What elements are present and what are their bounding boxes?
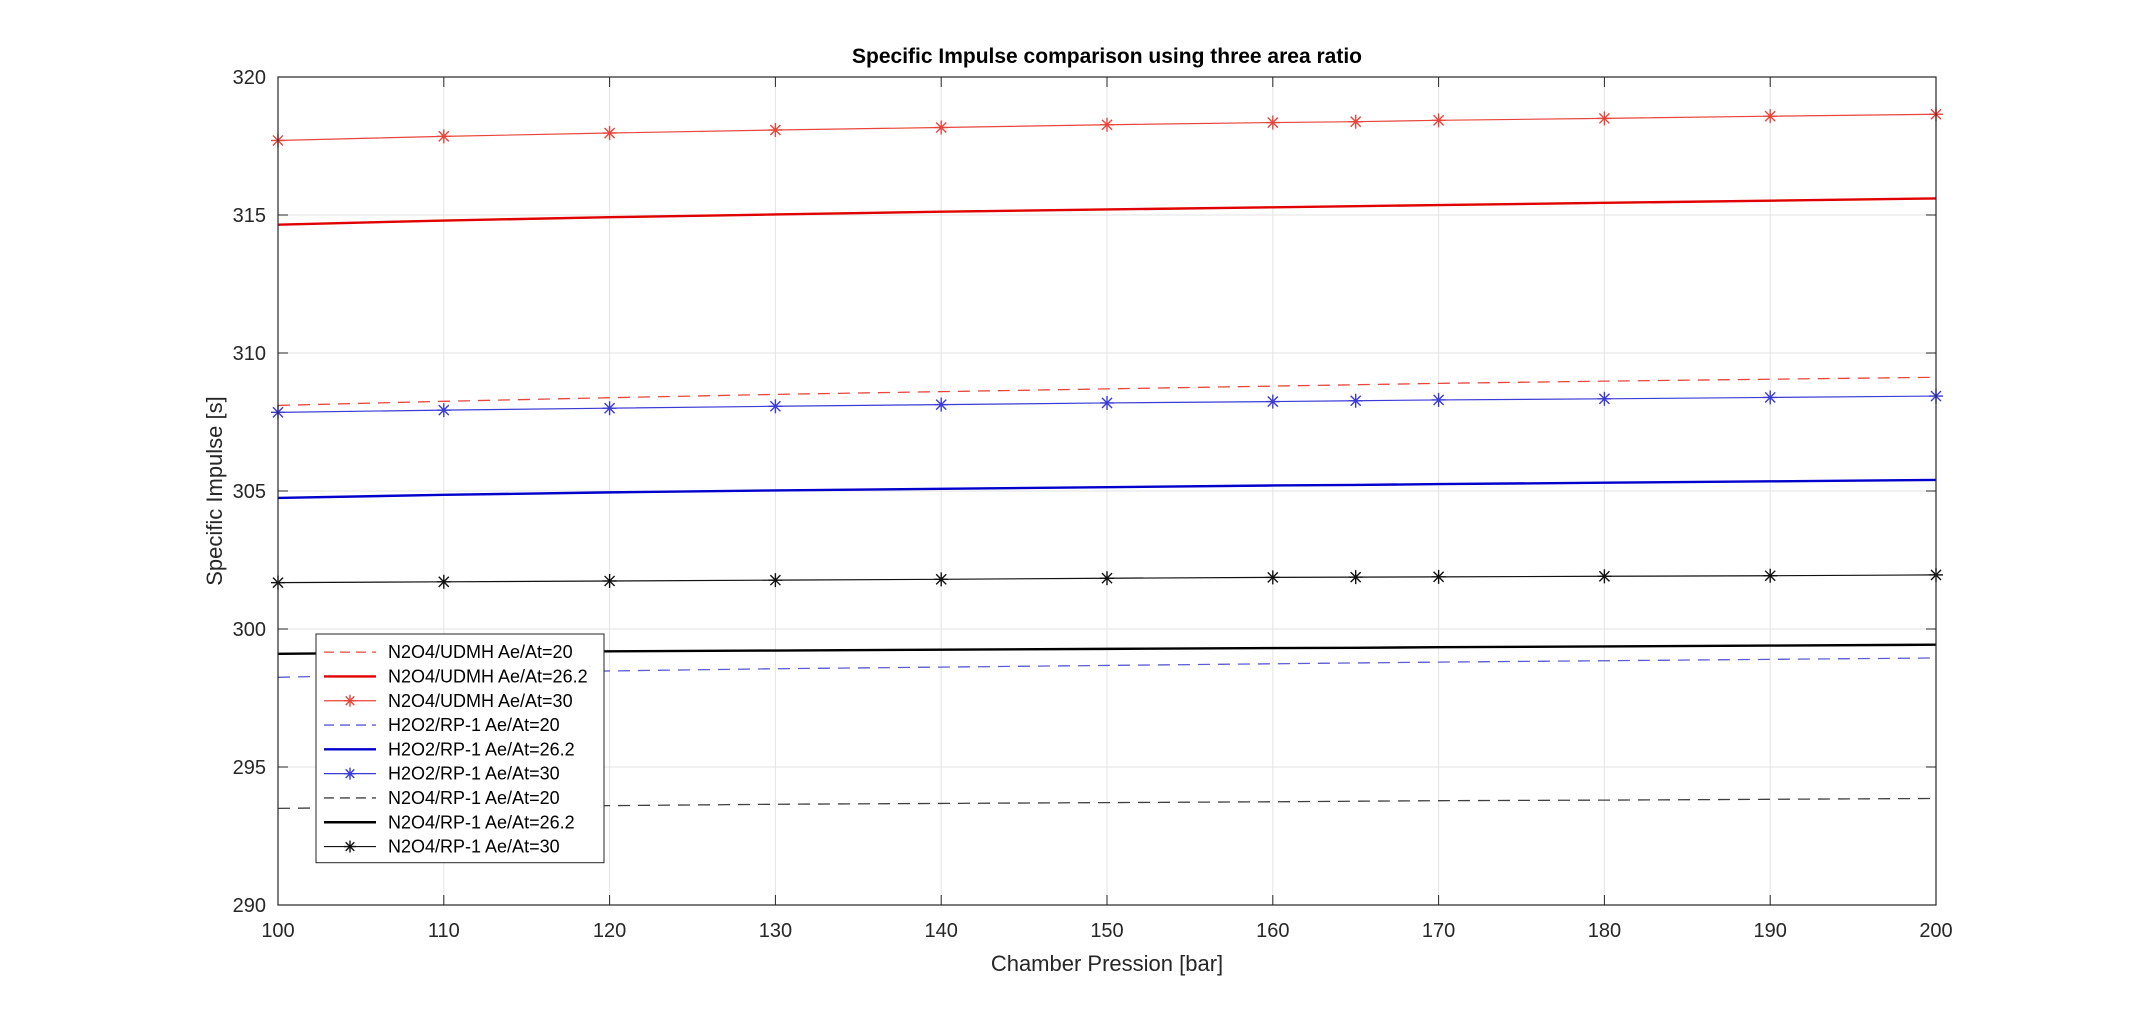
y-tick-label: 315 bbox=[233, 205, 266, 227]
star-marker bbox=[1597, 391, 1612, 406]
legend: N2O4/UDMH Ae/At=20 N2O4/UDMH Ae/At=26.2 N2… bbox=[315, 633, 605, 864]
star-marker bbox=[1348, 114, 1363, 129]
series-line bbox=[277, 395, 1937, 413]
star-marker bbox=[1763, 568, 1778, 583]
legend-item: N2O4/RP-1 Ae/At=30 bbox=[324, 837, 560, 857]
series-line bbox=[277, 574, 1937, 584]
legend-item: N2O4/RP-1 Ae/At=20 bbox=[324, 788, 560, 808]
star-marker bbox=[602, 573, 617, 588]
x-tick-label: 120 bbox=[593, 920, 626, 942]
series-line bbox=[277, 197, 1937, 226]
star-marker bbox=[1348, 570, 1363, 585]
legend-item: N2O4/RP-1 Ae/At=26.2 bbox=[324, 812, 575, 832]
legend-label: H2O2/RP-1 Ae/At=30 bbox=[388, 764, 560, 784]
star-marker bbox=[768, 399, 783, 414]
y-tick-label: 300 bbox=[233, 619, 266, 641]
legend-label: H2O2/RP-1 Ae/At=26.2 bbox=[388, 739, 575, 759]
legend-label: H2O2/RP-1 Ae/At=20 bbox=[388, 715, 560, 735]
star-marker bbox=[1100, 571, 1114, 586]
legend-label: N2O4/UDMH Ae/At=20 bbox=[388, 642, 573, 662]
legend-label: N2O4/RP-1 Ae/At=26.2 bbox=[388, 812, 575, 832]
x-tick-label: 190 bbox=[1754, 920, 1787, 942]
star-marker bbox=[1100, 395, 1114, 410]
y-tick-label: 290 bbox=[233, 895, 266, 917]
x-tick-label: 150 bbox=[1090, 920, 1123, 942]
legend-label: N2O4/RP-1 Ae/At=30 bbox=[388, 837, 560, 857]
legend-item: N2O4/UDMH Ae/At=30 bbox=[324, 691, 573, 711]
star-marker bbox=[1100, 117, 1114, 132]
legend-label: N2O4/RP-1 Ae/At=20 bbox=[388, 788, 560, 808]
x-tick-label: 160 bbox=[1256, 920, 1289, 942]
x-tick-label: 130 bbox=[759, 920, 792, 942]
x-axis-title: Chamber Pression [bar] bbox=[991, 951, 1223, 976]
legend-label: N2O4/UDMH Ae/At=30 bbox=[388, 691, 573, 711]
y-tick-label: 295 bbox=[233, 757, 266, 779]
legend-item: N2O4/UDMH Ae/At=20 bbox=[324, 642, 573, 662]
legend-item: H2O2/RP-1 Ae/At=26.2 bbox=[324, 739, 575, 759]
star-marker bbox=[344, 767, 356, 780]
chart-title: Specific Impulse comparison using three … bbox=[852, 45, 1362, 68]
x-tick-label: 180 bbox=[1588, 920, 1621, 942]
y-tick-label: 320 bbox=[233, 67, 266, 89]
star-marker bbox=[344, 840, 356, 853]
star-marker bbox=[602, 401, 617, 416]
star-marker bbox=[934, 572, 949, 587]
star-marker bbox=[1763, 109, 1778, 124]
star-marker bbox=[934, 397, 949, 412]
series-2 bbox=[277, 197, 1937, 226]
y-tick-label: 310 bbox=[233, 343, 266, 365]
star-marker bbox=[934, 120, 949, 135]
x-tick-label: 110 bbox=[428, 920, 460, 942]
star-marker bbox=[1265, 115, 1280, 130]
star-marker bbox=[1763, 390, 1778, 405]
star-marker bbox=[1597, 569, 1612, 584]
x-tick-label: 200 bbox=[1919, 920, 1952, 942]
star-marker bbox=[436, 403, 451, 418]
y-axis-title: Specific Impulse [s] bbox=[202, 396, 227, 586]
star-marker bbox=[602, 126, 617, 141]
star-marker bbox=[1265, 394, 1280, 409]
y-tick-label: 305 bbox=[233, 481, 266, 503]
axis-ticks: 100 110 120 130 140 150 160 170 180 190 200 290 295 3… bbox=[233, 67, 1953, 942]
legend-item: H2O2/RP-1 Ae/At=30 bbox=[324, 764, 560, 784]
star-marker bbox=[1431, 392, 1446, 407]
x-tick-label: 140 bbox=[925, 920, 958, 942]
star-marker bbox=[1431, 569, 1446, 584]
star-marker bbox=[768, 122, 783, 137]
star-marker bbox=[344, 694, 356, 707]
x-tick-label: 100 bbox=[261, 920, 294, 942]
series-5 bbox=[277, 478, 1937, 500]
legend-item: H2O2/RP-1 Ae/At=20 bbox=[324, 715, 560, 735]
series-line bbox=[277, 113, 1937, 142]
legend-item: N2O4/UDMH Ae/At=26.2 bbox=[324, 666, 588, 686]
series-line bbox=[277, 376, 1937, 407]
star-marker bbox=[768, 573, 783, 588]
series-1 bbox=[277, 376, 1937, 407]
star-marker bbox=[1597, 111, 1612, 126]
star-marker bbox=[1431, 113, 1446, 128]
x-tick-label: 170 bbox=[1422, 920, 1455, 942]
star-marker bbox=[436, 574, 451, 589]
series-line bbox=[277, 478, 1937, 500]
star-marker bbox=[1348, 393, 1363, 408]
legend-label: N2O4/UDMH Ae/At=26.2 bbox=[388, 666, 588, 686]
star-marker bbox=[1265, 570, 1280, 585]
star-marker bbox=[436, 129, 451, 144]
